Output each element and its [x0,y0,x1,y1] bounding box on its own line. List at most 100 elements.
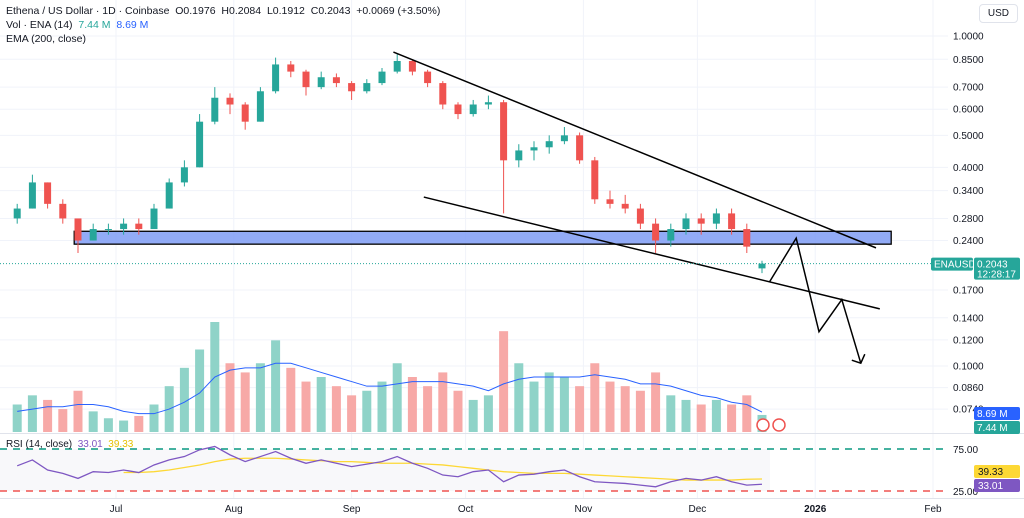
volume-bar [681,399,691,432]
volume-bar [423,386,433,432]
candle-body [424,71,432,84]
rsi-ma-value: 39.33 [108,439,134,450]
candle-body [89,229,97,241]
volume-bar [468,399,478,432]
candle-body [28,182,36,209]
volume-bar [590,363,600,432]
ema-legend: EMA (200, close) [6,33,86,45]
symbol-tag-label: ENAUSD [934,260,976,271]
candle-body [302,71,310,88]
candle-body [667,229,675,241]
volume-tag [974,421,1020,434]
candle-body [439,83,447,105]
rsi-value: 33.01 [77,439,103,450]
projection-path [768,236,862,364]
price-tick-label: 0.1400 [953,313,984,324]
price-tick-label: 0.5000 [953,131,984,142]
volume-bar [453,390,463,432]
candle-body [363,83,371,92]
volume-bar [347,395,357,432]
volume-bar [301,381,311,432]
candle-body [120,223,128,230]
rsi-line [16,445,763,488]
volume-legend: Vol · ENA (14) 7.44 M 8.69 M [6,19,148,31]
volume-bar [514,363,524,432]
volume-bar [240,372,250,432]
rsi-band [0,449,770,491]
candle-body [256,91,264,122]
rsi-legend: RSI (14, close) 33.01 39.33 [6,439,133,450]
time-tick-label: Sep [343,504,361,515]
volume-bar [544,372,554,432]
candle-body [530,147,538,151]
candle-body [13,208,21,219]
candle-body [576,135,584,161]
volume-bar [179,367,189,432]
volume-bar [529,381,539,432]
volume-bar [225,363,235,432]
candle-body [621,203,629,209]
lower-trendline [423,196,880,310]
candle-body [652,223,660,241]
volume-bar [73,390,83,432]
price-tick-label: 0.0740 [953,405,984,416]
rsi-upper-label: 75.00 [953,445,978,456]
candle-body [287,64,295,72]
candle-body [332,77,340,84]
candle-body [743,229,751,247]
rsi-ma-line [123,457,763,481]
candle-body [606,199,614,204]
candle-body [74,218,82,241]
price-tick-label: 1.0000 [953,32,984,43]
time-tick-label: Nov [575,504,593,515]
volume-bar [255,363,265,432]
volume-value: 7.44 M [78,19,111,31]
candle-body [682,218,690,230]
high-value: H0.2084 [221,5,262,17]
candle-body [636,208,644,224]
currency-button[interactable]: USD [978,4,1018,23]
volume-bar [559,377,569,432]
volume-bar [727,404,737,432]
price-tick-label: 0.2800 [953,214,984,225]
time-tick-label: Aug [225,504,243,515]
volume-bar [331,386,341,432]
volume-bar [27,395,37,432]
volume-bar [407,377,417,432]
price-tick-label: 0.3400 [953,186,984,197]
volume-bar [195,349,205,432]
volume-tag-label: 7.44 M [977,423,1008,434]
last-price-tag [974,257,1020,280]
volume-bar [651,372,661,432]
volume-bar [620,386,630,432]
candle-body [378,71,386,84]
volume-bar [362,390,372,432]
rsi-label: RSI (14, close) [6,439,73,450]
candle-body [484,102,492,105]
volume-bar [499,331,509,432]
candle-body [712,213,720,224]
price-tick-label: 0.7000 [953,83,984,94]
volume-bar [483,395,493,432]
volume-label: Vol · ENA (14) [6,19,73,31]
volume-bar [134,415,144,432]
candle-body [393,60,401,72]
candle-body [500,102,508,161]
rsi-tag [974,479,1020,492]
volume-bar [742,395,752,432]
arrow-head-icon [851,353,866,365]
candle-body [545,141,553,148]
symbol-legend: Ethena / US Dollar · 1D · Coinbase O0.19… [6,5,440,17]
candle-body [226,97,234,105]
price-tick-label: 0.2400 [953,236,984,247]
candle-body [44,182,52,204]
price-tick-label: 0.1700 [953,285,984,296]
volume-bar [575,386,585,432]
candle-body [758,263,766,269]
volume-bar [286,367,296,432]
volume-bar [58,409,68,432]
price-tick-label: 0.1200 [953,335,984,346]
volume-bar [271,340,281,432]
price-tick-label: 0.0860 [953,383,984,394]
